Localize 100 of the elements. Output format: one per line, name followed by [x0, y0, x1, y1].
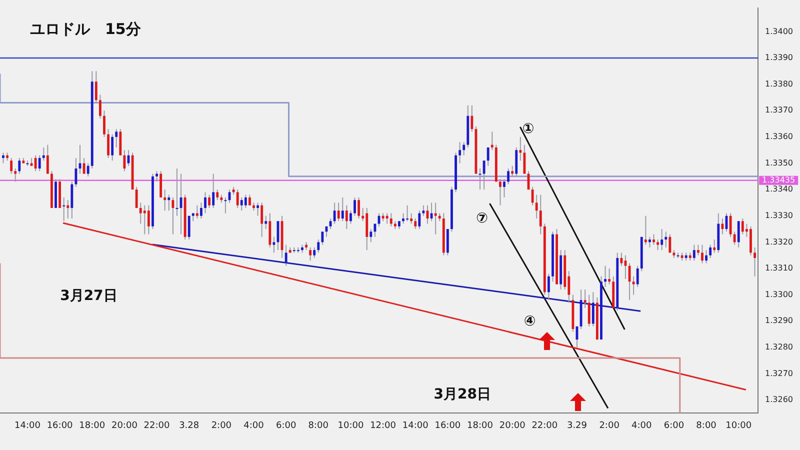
candlestick: [519, 136, 522, 162]
candlestick: [236, 189, 239, 208]
annotation: ④: [524, 314, 536, 330]
candlestick: [284, 244, 288, 266]
x-tick-label: 10:00: [338, 420, 364, 431]
candlestick: [18, 157, 21, 174]
x-tick-label: 4:00: [632, 420, 652, 431]
candlestick: [386, 212, 388, 224]
candlestick: [208, 194, 211, 208]
candlestick: [664, 231, 668, 248]
y-tick-label: 1.3310: [765, 264, 794, 273]
candlestick: [418, 210, 421, 230]
candlestick: [358, 196, 360, 219]
candlestick: [539, 194, 542, 235]
y-tick-label: 1.3400: [765, 26, 794, 36]
candlestick: [139, 202, 142, 224]
candlestick: [547, 273, 550, 301]
x-tick-label: 2:00: [599, 420, 620, 431]
candlestick: [692, 244, 696, 262]
candlestick: [38, 154, 41, 172]
candlestick: [656, 239, 660, 251]
candlestick: [604, 265, 606, 288]
candlestick: [147, 204, 150, 235]
candlestick: [111, 134, 114, 162]
y-tick-label: 1.3300: [765, 290, 794, 299]
candlestick: [82, 157, 86, 174]
candlestick: [406, 204, 408, 222]
y-tick-label: 1.3380: [765, 79, 794, 88]
y-tick-label: 1.3270: [765, 368, 794, 378]
candlestick: [321, 231, 324, 246]
candlestick: [499, 178, 502, 206]
candlestick: [10, 157, 13, 174]
candlestick: [750, 226, 752, 256]
x-tick-label: 8:00: [696, 420, 717, 431]
x-tick-label: 8:00: [308, 420, 329, 431]
candlestick: [345, 204, 348, 230]
candlestick: [115, 128, 118, 148]
candlestick: [244, 194, 247, 208]
candlestick: [309, 246, 312, 262]
candlestick: [248, 194, 251, 206]
candlestick: [196, 204, 198, 219]
candlestick: [490, 131, 494, 151]
candlestick: [14, 168, 17, 182]
candlestick: [164, 189, 166, 212]
y-tick-label: 1.3320: [765, 237, 794, 246]
candlestick: [632, 276, 635, 296]
x-tick-label: 16:00: [434, 420, 461, 431]
candlestick: [584, 289, 586, 308]
annotation: 3月28日: [434, 386, 491, 403]
candlestick: [620, 252, 623, 266]
x-tick-label: 18:00: [467, 420, 494, 431]
y-tick-label: 1.3360: [765, 132, 794, 142]
x-tick-label: 4:00: [244, 420, 264, 431]
x-tick-label: 3.28: [179, 420, 200, 431]
candlestick: [350, 210, 352, 224]
candlestick: [370, 228, 372, 243]
candlestick: [668, 234, 672, 254]
candlestick: [168, 194, 170, 212]
candlestick: [204, 192, 206, 214]
candlestick: [737, 220, 740, 248]
candlestick: [200, 202, 202, 219]
x-tick-label: 6:00: [664, 420, 684, 431]
candlestick: [733, 231, 736, 246]
candlestick: [366, 207, 368, 251]
candlestick: [337, 202, 340, 222]
candlestick: [592, 292, 594, 327]
candlestick: [188, 215, 190, 240]
candlestick: [636, 265, 639, 288]
candlestick: [212, 173, 215, 208]
x-tick-label: 20:00: [111, 420, 138, 431]
candlestick: [511, 165, 514, 177]
candlestick: [62, 196, 66, 222]
candlestick: [434, 202, 437, 235]
x-tick-label: 12:00: [370, 420, 396, 431]
candlestick: [272, 236, 276, 254]
candlestick: [34, 154, 37, 172]
candlestick: [260, 202, 264, 238]
candlestick: [66, 200, 70, 219]
candlestick: [515, 146, 518, 177]
candlestick: [402, 212, 404, 224]
x-tick-label: 6:00: [276, 420, 296, 431]
candlestick: [216, 189, 219, 201]
candlestick: [701, 244, 704, 264]
y-tick-label: 1.3340: [765, 184, 794, 194]
x-tick-label: 2:00: [211, 420, 232, 431]
candlestick: [107, 128, 110, 158]
candlestick: [313, 246, 316, 258]
candlestick: [535, 194, 538, 219]
x-tick-label: 20:00: [499, 420, 526, 431]
candlestick: [341, 196, 344, 222]
candlestick: [486, 146, 490, 166]
candlestick: [705, 250, 708, 264]
x-tick-label: 22:00: [532, 420, 558, 431]
candlestick: [317, 239, 320, 254]
candlestick: [660, 228, 664, 251]
candlestick: [458, 142, 462, 164]
annotation: ⑦: [476, 210, 488, 226]
candlestick: [119, 128, 122, 156]
y-tick-label: 1.3330: [765, 210, 794, 220]
y-tick-label: 1.3260: [765, 395, 794, 404]
